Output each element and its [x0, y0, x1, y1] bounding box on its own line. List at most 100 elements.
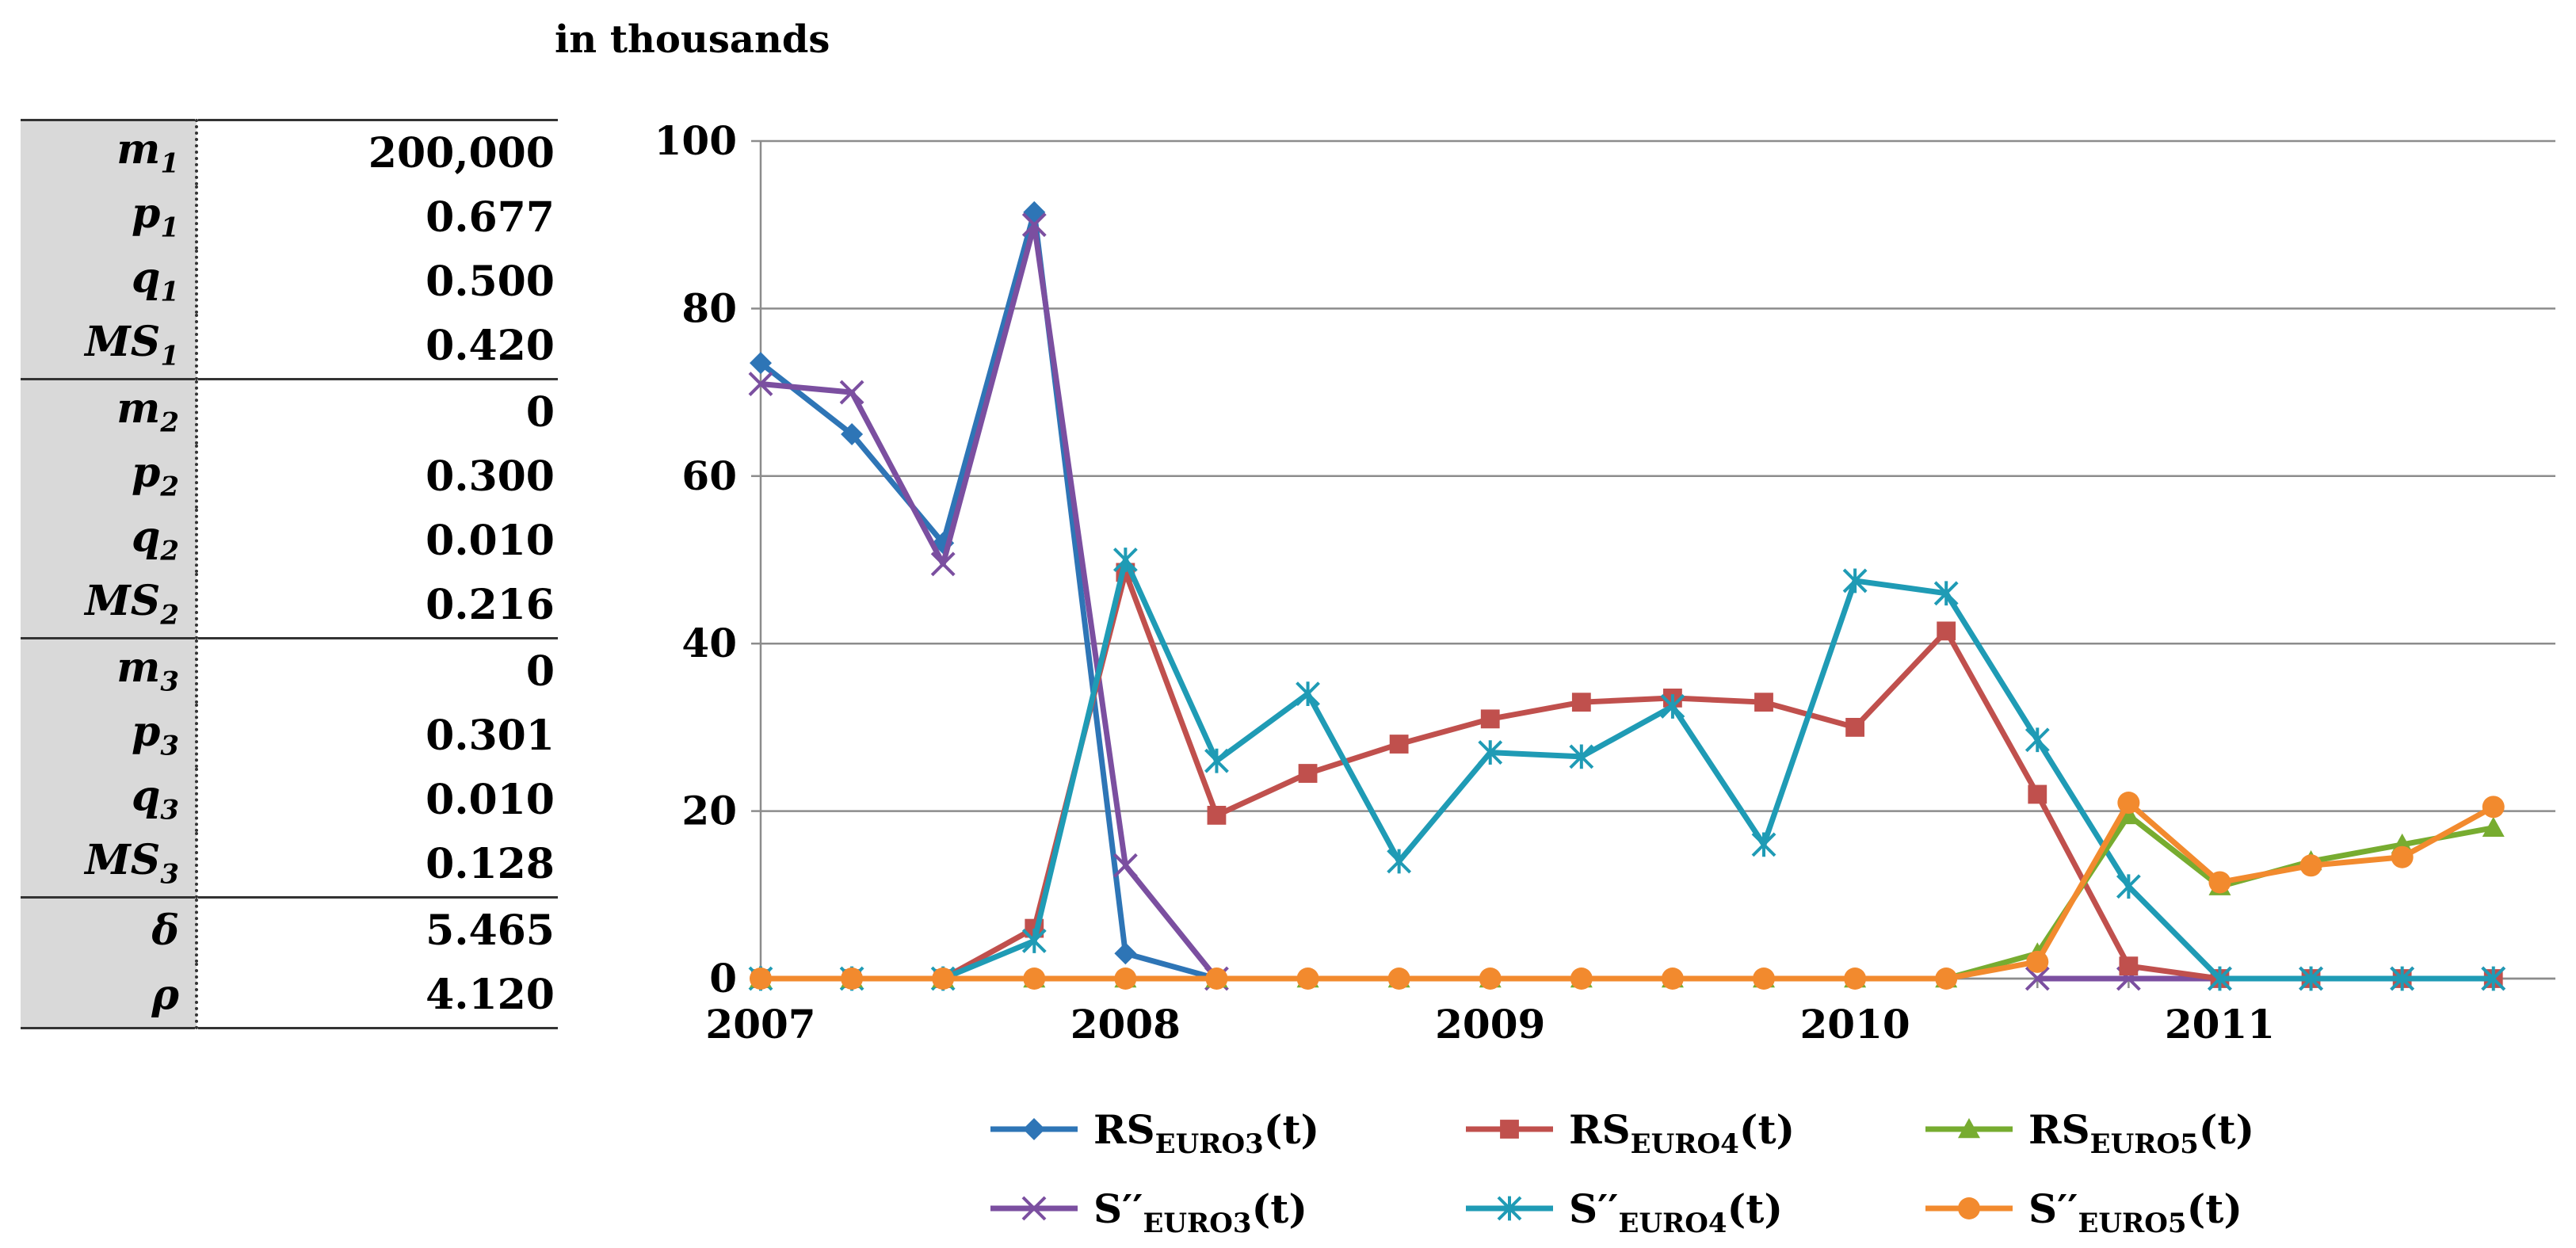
param-symbol: m2: [21, 378, 198, 445]
param-row: q1 0.500: [21, 250, 558, 314]
data-point: [1569, 744, 1594, 769]
param-row: m1 200,000: [21, 119, 558, 185]
param-value: 0.128: [426, 839, 555, 888]
data-point: [1751, 832, 1776, 857]
param-symbol-base: m: [116, 643, 161, 693]
param-symbol-subscript: 2: [160, 599, 179, 632]
data-point: [1479, 967, 1502, 990]
param-symbol: MS1: [21, 314, 198, 380]
legend-label-tail: (t): [1739, 1106, 1795, 1153]
data-point: [2117, 792, 2140, 815]
unit-label: in thousands: [555, 17, 830, 62]
data-point: [1571, 693, 1591, 712]
data-point: [1112, 548, 1138, 572]
data-point: [2482, 796, 2505, 819]
data-point: [1205, 967, 1228, 990]
data-point: [1958, 1197, 1980, 1219]
data-point: [1570, 967, 1593, 990]
data-point: [1845, 718, 1864, 737]
series-line: [760, 222, 1219, 981]
data-point: [1661, 967, 1684, 990]
param-symbol: q1: [21, 250, 198, 314]
data-point: [2482, 816, 2505, 837]
data-point: [1114, 942, 1137, 965]
data-point: [930, 551, 956, 577]
param-row: p3 0.301: [21, 704, 558, 768]
param-symbol: MS3: [21, 832, 198, 898]
param-value: 200,000: [197, 119, 558, 185]
data-point: [1296, 681, 1320, 707]
legend-label-tail: (t): [2199, 1106, 2254, 1153]
data-point: [2028, 784, 2047, 804]
data-point: [1021, 929, 1047, 953]
param-symbol-subscript: 1: [160, 340, 179, 372]
legend-label-sub: EURO5: [2090, 1128, 2199, 1160]
x-tick-label: 2009: [1435, 1001, 1545, 1048]
data-point: [1023, 1118, 1045, 1140]
data-point: [2208, 871, 2231, 894]
legend-label-main: RS: [2028, 1106, 2090, 1153]
param-symbol: m3: [21, 637, 198, 704]
param-symbol-subscript: 2: [160, 406, 179, 439]
data-point: [748, 372, 773, 396]
data-point: [2390, 966, 2415, 991]
data-point: [2391, 845, 2414, 868]
legend-label-tail: (t): [1264, 1106, 1319, 1153]
param-symbol-base: p: [131, 189, 161, 239]
series-line: [761, 569, 2494, 982]
data-point: [1021, 212, 1047, 238]
y-tick-label: 40: [681, 620, 737, 666]
data-point: [750, 967, 772, 990]
param-value: 0.301: [426, 711, 555, 760]
data-point: [2116, 874, 2141, 899]
series-line: [758, 209, 1218, 982]
data-point: [841, 422, 864, 445]
param-row: q2 0.010: [21, 509, 558, 573]
data-point: [1387, 967, 1410, 990]
param-value: 0.300: [426, 452, 555, 501]
param-symbol-base: ρ: [151, 970, 179, 1019]
data-point: [839, 380, 864, 405]
data-point: [1935, 967, 1958, 990]
data-point: [1842, 568, 1868, 593]
param-symbol-base: m: [116, 384, 161, 433]
param-symbol-base: MS: [85, 577, 161, 626]
y-tick-label: 0: [709, 955, 737, 1002]
data-point: [2208, 966, 2232, 991]
param-symbol-subscript: 3: [160, 794, 179, 826]
data-point: [1204, 748, 1229, 773]
data-point: [2025, 727, 2050, 753]
legend-label-sub: EURO3: [1155, 1128, 1264, 1160]
series-line: [761, 557, 2494, 982]
param-symbol-base: p: [131, 448, 161, 498]
data-point: [1389, 735, 1409, 754]
x-tick-label: 2008: [1070, 1001, 1181, 1048]
y-tick-label: 80: [681, 284, 737, 331]
data-point: [2117, 803, 2140, 825]
param-value: 0.010: [426, 775, 555, 824]
param-symbol-base: p: [131, 708, 161, 757]
data-point: [1497, 1196, 1522, 1221]
data-point: [1478, 740, 1503, 765]
param-row: m3 0: [21, 637, 558, 704]
param-row: δ 5.465: [21, 896, 558, 963]
data-point: [932, 967, 955, 990]
y-tick-label: 100: [654, 117, 737, 164]
param-symbol: δ: [21, 896, 198, 963]
data-point: [841, 967, 864, 990]
param-value: 0: [197, 378, 558, 445]
data-point: [1480, 709, 1500, 729]
param-value: 0.010: [426, 516, 555, 565]
param-symbol-subscript: 3: [160, 730, 179, 762]
data-point: [2299, 966, 2323, 991]
param-row: p2 0.300: [21, 445, 558, 509]
data-point: [1296, 967, 1319, 990]
y-tick-label: 60: [681, 452, 737, 499]
param-symbol-base: q: [131, 513, 161, 562]
param-row: MS2 0.216: [21, 573, 558, 639]
param-symbol-subscript: 1: [160, 212, 179, 244]
data-point: [1933, 581, 1959, 606]
param-row: MS3 0.128: [21, 832, 558, 898]
data-point: [1023, 967, 1046, 990]
legend-label-main: RS: [1093, 1106, 1155, 1153]
